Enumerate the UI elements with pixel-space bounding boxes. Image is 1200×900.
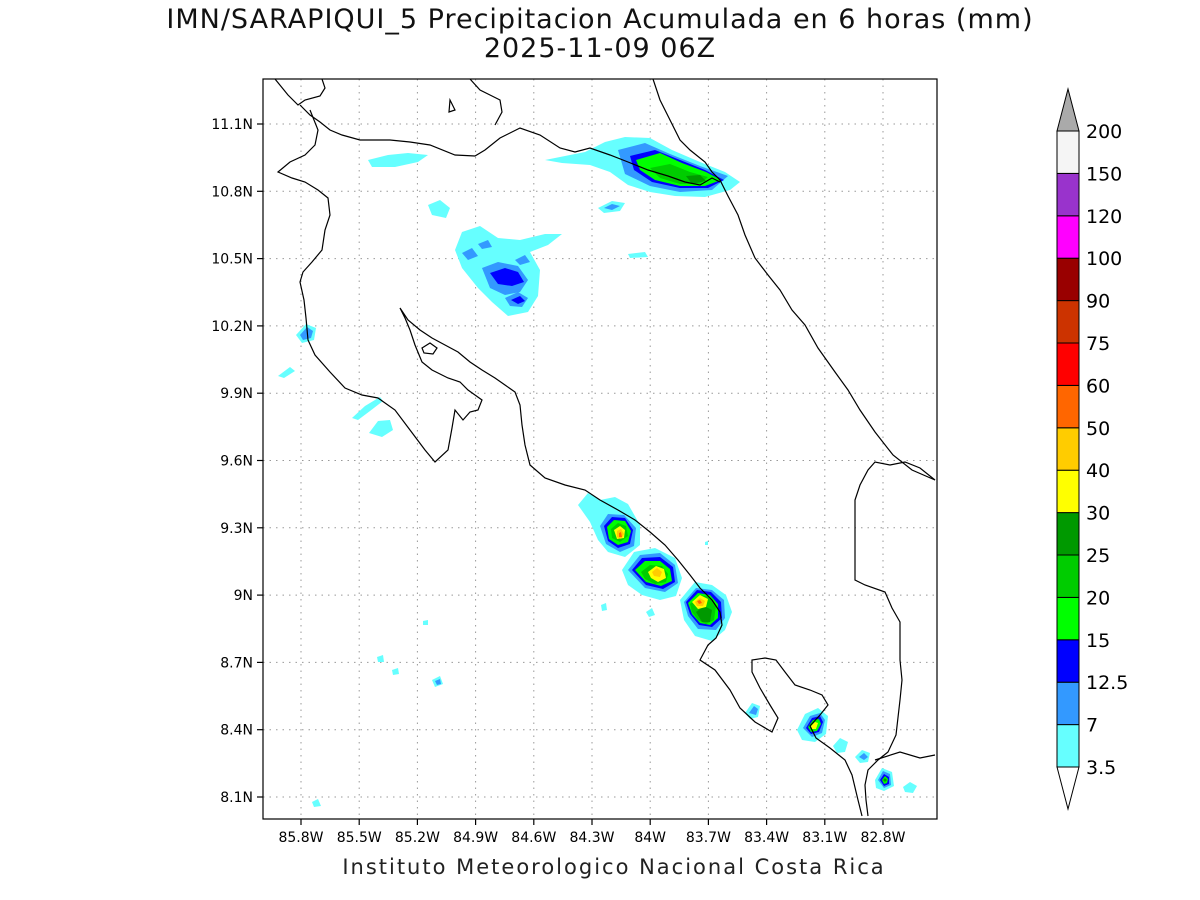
caribbean-coast [652,79,936,481]
lat-tick-label: 11.1N [211,117,253,133]
footer-credit: Instituto Meteorologico Nacional Costa R… [342,855,886,879]
rain-cells-pacific-west [278,324,607,807]
lat-tick-label: 8.1N [220,790,253,806]
map-frame [262,78,938,820]
colorbar-label: 50 [1086,418,1110,440]
nicaragua-lake-shore [469,79,503,126]
colorbar-swatch [1056,554,1080,598]
colorbar-swatch [1056,469,1080,514]
lat-tick-label: 9N [234,588,253,604]
colorbar-label: 90 [1086,291,1110,313]
rain-cell-north-east [368,137,740,258]
colorbar-label: 120 [1086,206,1122,228]
map-timestamp: 2025-11-09 06Z [483,33,717,64]
panama-coast [874,751,936,761]
precipitation-field [278,137,917,807]
lon-tick-label: 82.8W [860,830,905,846]
lon-tick-label: 83.4W [744,830,789,846]
lon-tick-label: 84.3W [569,830,614,846]
lat-tick-label: 10.5N [211,252,253,268]
colorbar-swatch [1056,427,1080,471]
lon-tick-label: 84.6W [511,830,556,846]
lat-tick-label: 9.6N [220,454,253,470]
nicoya-island [421,342,438,355]
lat-tick-label: 8.4N [220,723,253,739]
colorbar-swatch [1056,342,1080,386]
lat-tick-label: 10.8N [211,184,253,200]
nicaragua-coast-nw [274,79,326,106]
colorbar-swatch [1056,384,1080,429]
colorbar-swatch [1056,215,1080,259]
colorbar-label: 150 [1086,163,1122,185]
lon-tick-label: 84.9W [453,830,498,846]
colorbar-label: 15 [1086,630,1110,652]
lat-tick-label: 8.7N [220,655,253,671]
colorbar-label: 30 [1086,503,1110,525]
island-small [448,97,456,113]
colorbar-label: 60 [1086,375,1110,397]
colorbar-label: 25 [1086,545,1110,567]
colorbar-max-triangle [1056,87,1080,132]
colorbar-swatch [1056,257,1080,302]
colorbar-label: 12.5 [1086,672,1128,694]
lon-tick-label: 85.8W [278,830,323,846]
lat-tick-label: 9.3N [220,521,253,537]
precipitation-colorbar: 3.5 7 12.5 15 20 25 30 40 50 60 75 90 100 120 150 200 [1056,87,1128,811]
latitude-axis: 11.1N 10.8N 10.5N 10.2N 9.9N 9.6N 9.3N 9N 8.7N 8.… [211,117,263,806]
colorbar-swatch [1056,130,1080,174]
colorbar-label: 200 [1086,121,1122,143]
rain-cells-south-pacific [578,493,917,793]
graticule [263,79,937,819]
coastlines [274,79,936,817]
colorbar-label: 100 [1086,248,1122,270]
colorbar-swatch [1056,172,1080,217]
map-title: IMN/SARAPIQUI_5 Precipitacion Acumulada … [166,4,1034,35]
colorbar-label: 40 [1086,460,1110,482]
panama-border [854,461,936,817]
rain-cell-central-north [428,200,562,316]
colorbar-swatch [1056,300,1080,344]
lon-tick-label: 83.7W [686,830,731,846]
colorbar-label: 75 [1086,333,1110,355]
longitude-axis: 85.8W 85.5W 85.2W 84.9W 84.6W 84.3W 84W 83.7W 83… [278,819,906,846]
lat-tick-label: 10.2N [211,319,253,335]
lat-tick-label: 9.9N [220,386,253,402]
colorbar-label: 20 [1086,587,1110,609]
colorbar-label: 7 [1086,715,1098,737]
colorbar-swatch [1056,512,1080,556]
lon-tick-label: 84W [634,830,666,846]
colorbar-swatch [1056,596,1080,641]
lon-tick-label: 85.5W [337,830,382,846]
pacific-coast [276,109,863,817]
colorbar-swatch [1056,681,1080,726]
colorbar-label: 3.5 [1086,757,1116,779]
colorbar-swatch [1056,639,1080,683]
colorbar-swatch [1056,724,1080,768]
lon-tick-label: 83.1W [802,830,847,846]
lon-tick-label: 85.2W [395,830,440,846]
nicaragua-border [299,104,721,186]
colorbar-min-triangle [1056,766,1080,811]
